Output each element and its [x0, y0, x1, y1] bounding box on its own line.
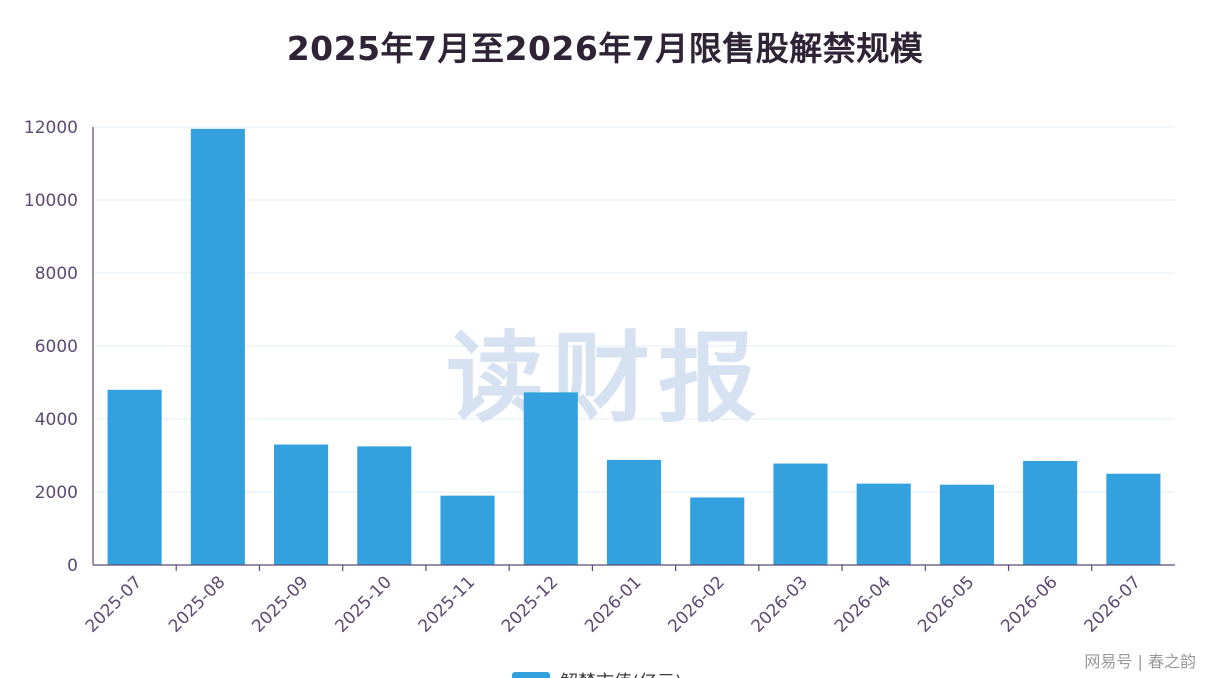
- legend-swatch[interactable]: [512, 672, 550, 678]
- bar-2026-05[interactable]: [939, 484, 994, 565]
- x-tick-label: 2025-10: [331, 572, 395, 636]
- legend-label[interactable]: 解禁市值(亿元): [560, 672, 682, 678]
- footer-watermark: 网易号 | 春之韵: [1084, 652, 1196, 671]
- legend[interactable]: 解禁市值(亿元): [512, 672, 682, 678]
- x-tick-label: 2026-02: [664, 572, 728, 636]
- chart-title: 2025年7月至2026年7月限售股解禁规模: [286, 29, 924, 68]
- bar-2025-09[interactable]: [274, 444, 329, 565]
- bars-layer: [107, 128, 1161, 565]
- x-tick-label: 2026-03: [748, 572, 812, 636]
- x-tick-label: 2026-07: [1081, 572, 1145, 636]
- bar-2026-03[interactable]: [773, 463, 828, 565]
- bar-2026-01[interactable]: [606, 459, 662, 565]
- bar-2026-07[interactable]: [1106, 473, 1161, 565]
- y-tick-label: 10000: [24, 191, 78, 211]
- y-tick-label: 4000: [35, 410, 78, 430]
- y-tick-label: 2000: [35, 483, 78, 503]
- y-tick-label: 12000: [24, 118, 78, 138]
- x-tick-label: 2025-12: [498, 572, 562, 636]
- x-tick-label: 2026-01: [581, 572, 645, 636]
- y-tick-label: 6000: [35, 337, 78, 357]
- x-tick-label: 2026-06: [997, 572, 1061, 636]
- grid-layer: [93, 126, 1175, 493]
- bar-2025-12[interactable]: [523, 392, 578, 565]
- watermark: 读财报: [446, 322, 764, 436]
- bar-2026-02[interactable]: [690, 497, 745, 565]
- bar-2025-10[interactable]: [357, 446, 412, 565]
- x-tick-label: 2026-04: [831, 572, 895, 636]
- x-tick-label: 2025-11: [415, 572, 479, 636]
- bar-2026-06[interactable]: [1023, 460, 1078, 565]
- bar-2025-08[interactable]: [190, 128, 245, 565]
- x-tick-label: 2025-07: [82, 572, 146, 636]
- y-tick-label: 8000: [35, 264, 78, 284]
- bar-2025-11[interactable]: [440, 495, 495, 565]
- y-tick-label: 0: [67, 556, 78, 576]
- x-tick-label: 2026-05: [914, 572, 978, 636]
- bar-2025-07[interactable]: [107, 389, 162, 565]
- x-tick-label: 2025-08: [165, 572, 229, 636]
- bar-2026-04[interactable]: [856, 483, 911, 565]
- x-tick-label: 2025-09: [248, 572, 312, 636]
